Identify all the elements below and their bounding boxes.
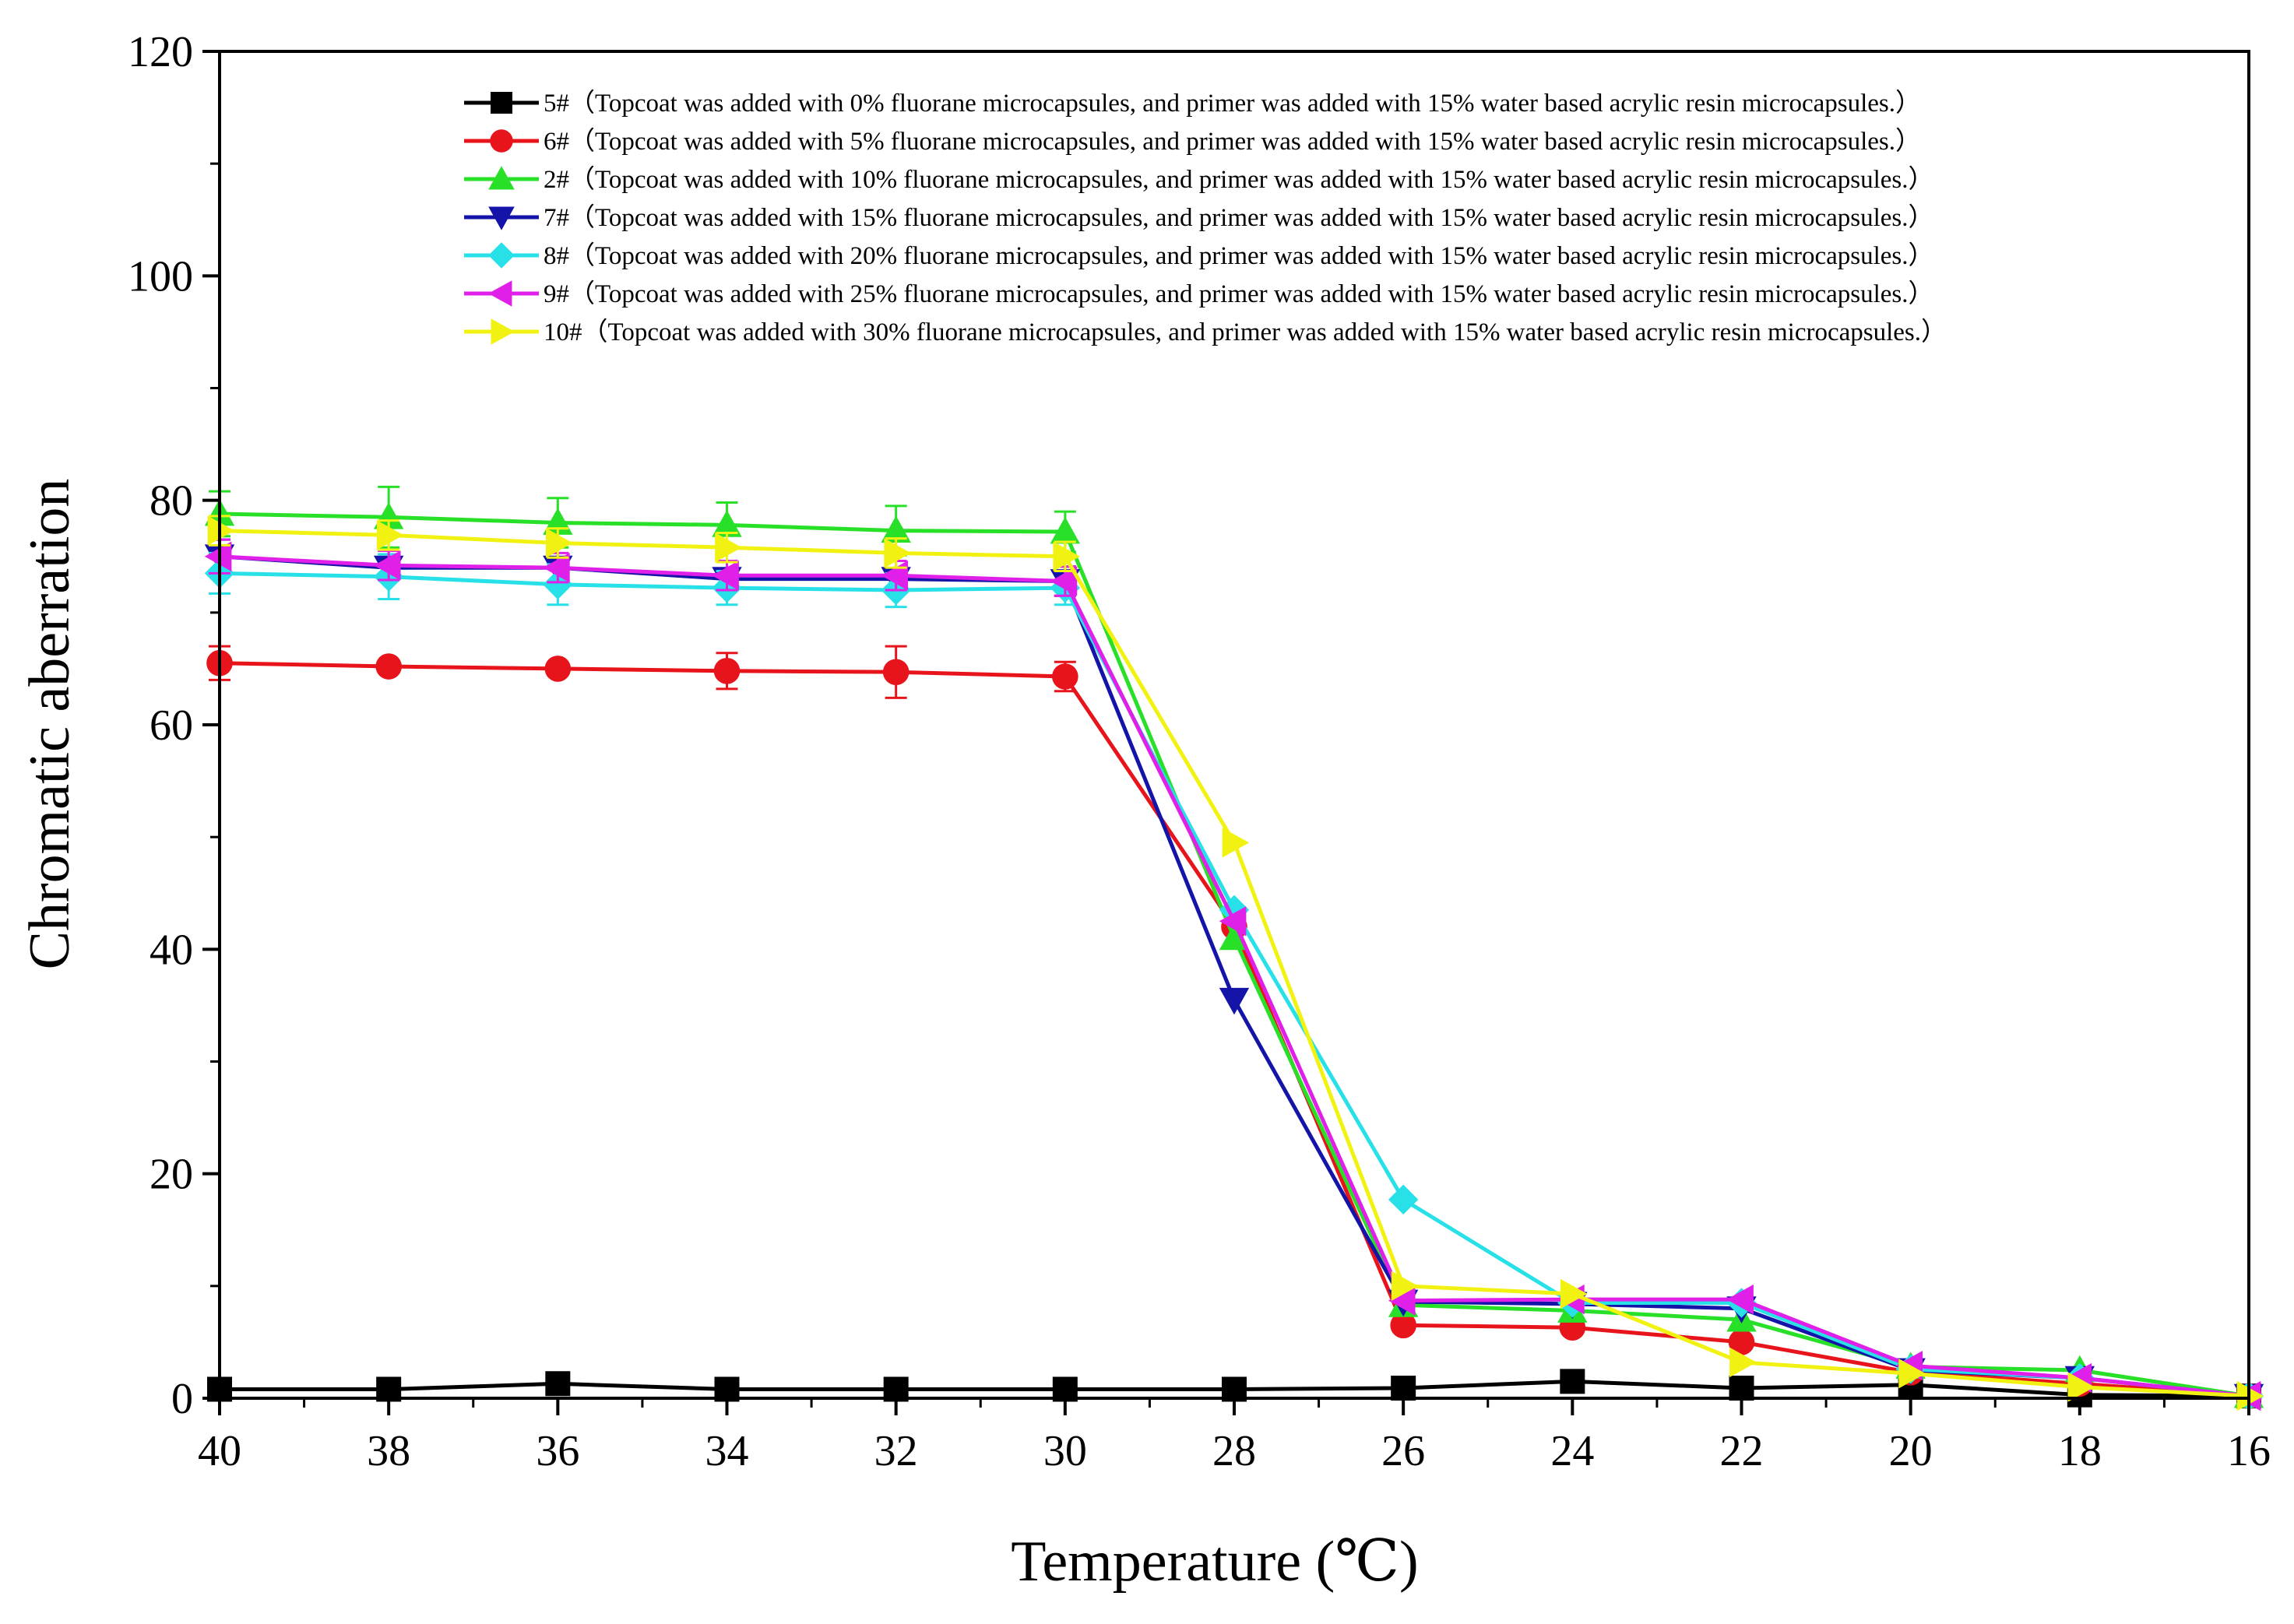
legend-item: 7#（Topcoat was added with 15% fluorane m…: [464, 204, 1934, 232]
x-tick-label: 34: [705, 1427, 749, 1475]
data-point: [2067, 1372, 2095, 1402]
legend: 5#（Topcoat was added with 0% fluorane mi…: [464, 90, 1947, 346]
x-tick-label: 16: [2227, 1427, 2271, 1475]
x-tick-label: 24: [1550, 1427, 1594, 1475]
data-point: [712, 561, 739, 591]
legend-label: 7#（Topcoat was added with 15% fluorane m…: [544, 204, 1934, 232]
x-tick-label: 28: [1212, 1427, 1256, 1475]
tick-layer: 40 38 36 34 32 30 28 26 24 22 20 18 16 0 20 40 60 80 100 12…: [128, 28, 2271, 1475]
legend-marker: [488, 242, 515, 269]
x-tick-label: 22: [1720, 1427, 1764, 1475]
data-point: [543, 569, 573, 599]
data-point: [1050, 566, 1078, 596]
legend-item: 9#（Topcoat was added with 25% fluorane m…: [464, 280, 1934, 308]
series-7: [207, 515, 2264, 1411]
legend-item: 10#（Topcoat was added with 30% fluorane …: [464, 318, 1947, 346]
legend-label: 6#（Topcoat was added with 5% fluorane mi…: [544, 128, 1921, 156]
y-tick-label: 100: [128, 252, 193, 301]
data-point: [1052, 663, 1078, 690]
data-point: [1898, 1359, 1926, 1389]
y-tick-label: 60: [150, 701, 193, 750]
legend-marker: [491, 92, 512, 114]
legend-item: 8#（Topcoat was added with 20% fluorane m…: [464, 242, 1934, 270]
data-point: [1219, 906, 1247, 937]
data-point: [544, 656, 572, 682]
data-point: [1390, 1312, 1416, 1339]
data-point: [1388, 1184, 1419, 1215]
data-point: [545, 1371, 571, 1397]
legend-item: 6#（Topcoat was added with 5% fluorane mi…: [464, 128, 1921, 156]
data-point: [1391, 1271, 1419, 1302]
data-point: [1222, 828, 1250, 858]
legend-label: 2#（Topcoat was added with 10% fluorane m…: [544, 166, 1934, 194]
data-point: [545, 528, 573, 558]
legend-item: 5#（Topcoat was added with 0% fluorane mi…: [464, 90, 1921, 118]
x-axis-title: Temperature (℃): [1011, 1530, 1418, 1594]
data-point: [715, 533, 742, 563]
data-point: [1053, 541, 1081, 571]
legend-label: 8#（Topcoat was added with 20% fluorane m…: [544, 242, 1934, 270]
x-tick-label: 18: [2058, 1427, 2102, 1475]
legend-label: 5#（Topcoat was added with 0% fluorane mi…: [544, 90, 1921, 118]
data-point: [373, 502, 404, 529]
x-tick-label: 32: [874, 1427, 918, 1475]
data-point: [713, 658, 741, 684]
data-point: [375, 653, 402, 680]
data-point: [376, 520, 404, 550]
data-point: [1560, 1278, 1588, 1309]
y-tick-label: 40: [150, 926, 193, 974]
data-point: [1388, 1285, 1416, 1316]
data-point: [1219, 987, 1250, 1015]
x-tick-label: 20: [1889, 1427, 1933, 1475]
legend-item: 2#（Topcoat was added with 10% fluorane m…: [464, 166, 1934, 194]
y-tick-label: 80: [150, 477, 193, 526]
data-point: [1560, 1369, 1585, 1394]
data-point: [884, 538, 911, 568]
data-point: [1219, 923, 1250, 951]
legend-label: 9#（Topcoat was added with 25% fluorane m…: [544, 280, 1934, 308]
data-point: [543, 552, 570, 583]
data-point: [1391, 1376, 1416, 1401]
legend-marker: [491, 318, 515, 345]
data-point: [1726, 1284, 1754, 1315]
legend-label: 10#（Topcoat was added with 30% fluorane …: [544, 318, 1947, 346]
legend-marker: [488, 280, 512, 307]
x-tick-label: 30: [1043, 1427, 1087, 1475]
y-tick-label: 120: [128, 28, 193, 76]
data-point: [1050, 516, 1081, 544]
x-tick-label: 36: [536, 1427, 579, 1475]
y-tick-label: 20: [150, 1151, 193, 1199]
data-point: [1729, 1347, 1757, 1378]
data-point: [882, 659, 910, 686]
data-point: [373, 550, 401, 581]
x-tick-label: 26: [1381, 1427, 1425, 1475]
x-tick-label: 40: [198, 1427, 241, 1475]
data-point: [1728, 1329, 1755, 1355]
legend-marker: [490, 129, 513, 153]
y-tick-label: 0: [171, 1375, 193, 1423]
data-point: [1729, 1376, 1754, 1401]
data-point: [712, 510, 742, 537]
legend-marker: [488, 206, 515, 230]
y-axis-title: Chromatic aberration: [18, 479, 82, 970]
data-point: [881, 515, 911, 543]
x-tick-label: 38: [367, 1427, 410, 1475]
legend-marker: [488, 166, 515, 190]
